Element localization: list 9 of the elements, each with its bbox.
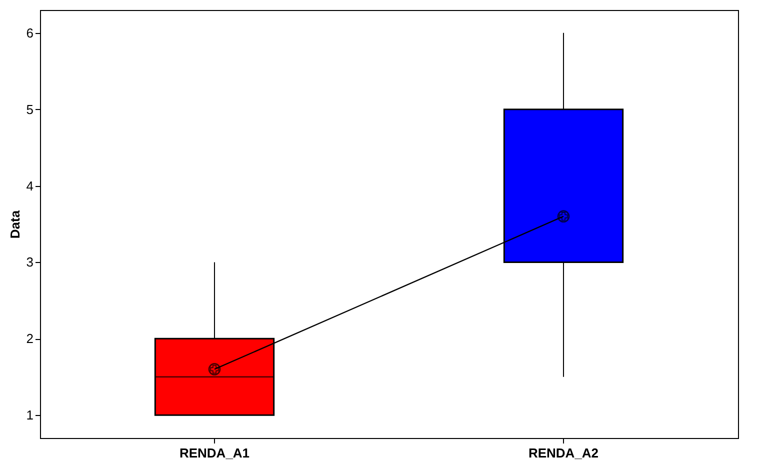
x-tick-label: RENDA_A1 [179,446,250,460]
y-tick-label: 5 [26,102,34,117]
y-tick-label: 1 [26,408,34,423]
x-tick-label: RENDA_A2 [528,446,599,460]
y-tick-label: 2 [26,331,34,346]
y-tick-label: 6 [26,25,34,40]
y-tick-label: 3 [26,254,34,270]
y-axis-title: Data [7,210,22,239]
y-tick-label: 4 [26,178,34,194]
